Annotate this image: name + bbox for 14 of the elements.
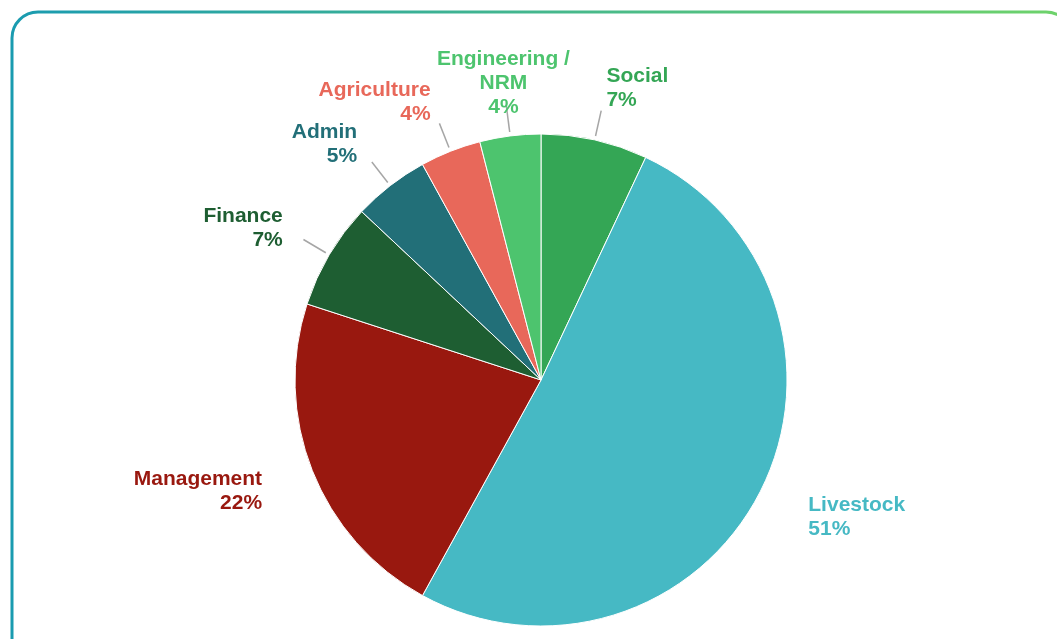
slice-label: Livestock [808,492,906,516]
data-label: 22% [220,490,263,514]
data-label: 7% [606,87,638,111]
slice-label: Admin [291,118,358,142]
data-label: 7% [252,227,284,251]
slice-label: Social [606,63,669,87]
slice-label: Agriculture [318,77,431,101]
data-label: 51% [808,516,851,540]
data-label: 5% [326,142,358,166]
data-label: 4% [488,94,519,118]
slice-label: Finance [203,203,283,227]
slice-label: Management [133,466,263,490]
slice-label: Engineering / NRM [436,46,571,94]
data-label: 4% [400,101,431,125]
